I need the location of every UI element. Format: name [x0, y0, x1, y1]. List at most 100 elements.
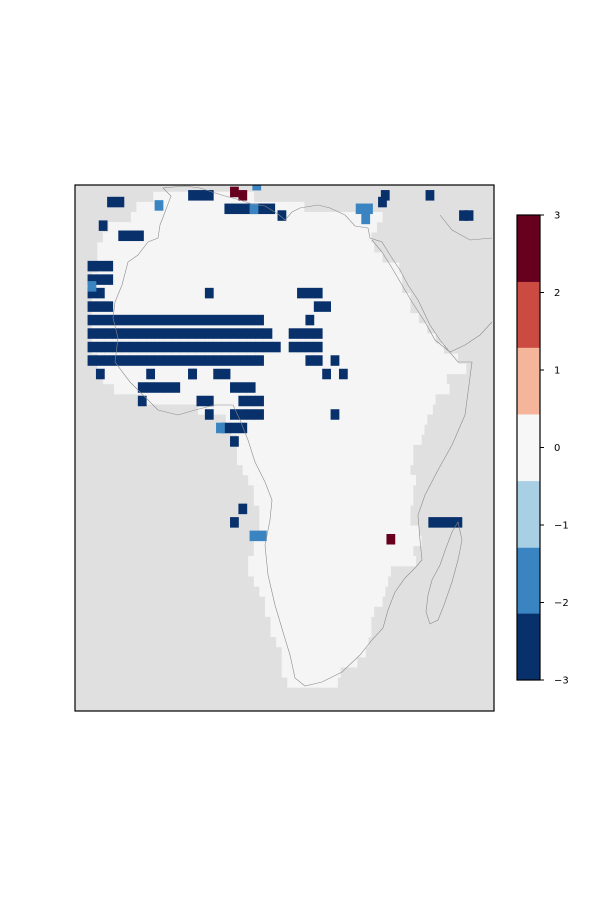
data-cell-west-sahel: [87, 314, 97, 326]
neutral-cell: [301, 464, 310, 476]
neutral-cell: [385, 323, 394, 334]
neutral-cell: [270, 616, 280, 628]
neutral-cell: [304, 616, 313, 628]
neutral-cell: [357, 555, 366, 567]
neutral-cell: [178, 373, 188, 385]
neutral-cell: [362, 232, 372, 243]
neutral-cell: [410, 525, 419, 536]
neutral-cell: [373, 383, 383, 395]
data-cell-north-africa-coast: [135, 230, 144, 242]
neutral-cell: [225, 303, 235, 314]
neutral-cell: [340, 606, 350, 617]
neutral-cell: [175, 282, 185, 294]
neutral-cell: [223, 383, 232, 395]
data-cell-sahel-belt: [196, 355, 206, 366]
data-cell-sahara-mid: [204, 287, 214, 299]
neutral-cell: [301, 525, 310, 536]
data-cell-sahel-belt: [230, 355, 239, 366]
neutral-cell: [323, 657, 333, 668]
neutral-cell: [130, 262, 140, 273]
neutral-cell: [343, 313, 352, 324]
neutral-cell: [331, 262, 341, 273]
neutral-cell: [359, 525, 369, 536]
neutral-cell: [376, 414, 386, 425]
data-cell-sahel-belt: [238, 328, 248, 339]
neutral-cell: [399, 404, 408, 415]
neutral-cell: [156, 211, 165, 223]
neutral-cell: [267, 282, 277, 294]
neutral-cell: [181, 252, 190, 263]
neutral-cell: [354, 373, 364, 385]
neutral-cell: [186, 232, 196, 243]
neutral-cell: [264, 474, 274, 486]
neutral-cell: [183, 282, 193, 294]
data-cell-sahel-belt: [121, 328, 130, 339]
neutral-cell: [223, 262, 232, 273]
neutral-cell: [245, 191, 255, 203]
neutral-cell: [390, 404, 400, 415]
neutral-cell: [281, 424, 291, 435]
data-cell-sahel-belt: [213, 355, 223, 366]
neutral-cell: [396, 535, 405, 547]
neutral-cell: [387, 373, 397, 385]
neutral-cell: [259, 505, 269, 516]
neutral-cell: [264, 242, 274, 253]
neutral-cell: [404, 495, 414, 506]
neutral-cell: [156, 363, 165, 375]
neutral-cell: [267, 303, 277, 314]
neutral-cell: [385, 282, 394, 294]
colorbar-tick-label: −2: [554, 598, 569, 609]
data-cell-east-sahel: [305, 355, 315, 366]
neutral-cell: [262, 495, 271, 506]
neutral-cell: [348, 383, 358, 395]
neutral-cell: [399, 353, 408, 365]
neutral-cell: [304, 545, 313, 557]
neutral-cell: [156, 252, 165, 263]
neutral-cell: [312, 232, 322, 243]
data-cell-southern-africa: [445, 517, 454, 528]
neutral-cell: [382, 383, 391, 395]
neutral-cell: [362, 535, 372, 547]
neutral-cell: [340, 657, 350, 668]
neutral-cell: [340, 555, 350, 567]
neutral-cell: [169, 191, 179, 203]
data-cell-east-sahel: [297, 328, 306, 339]
colorbar-segments: [517, 215, 540, 681]
neutral-cell: [390, 383, 400, 395]
data-cell-sahel-belt: [104, 355, 114, 366]
neutral-cell: [276, 222, 285, 233]
data-cell-guinea-coast: [137, 395, 147, 407]
neutral-cell: [301, 586, 310, 597]
neutral-cell: [245, 373, 255, 385]
neutral-cell: [357, 242, 366, 253]
data-cell-sahara-mid: [213, 368, 223, 380]
neutral-cell: [401, 505, 411, 516]
neutral-cell: [281, 252, 291, 263]
neutral-cell: [217, 303, 227, 314]
neutral-cell: [256, 566, 266, 577]
data-cell-sahel-belt: [221, 355, 231, 366]
neutral-cell: [368, 292, 377, 304]
neutral-cell: [329, 677, 338, 688]
data-cell-north-africa-coast: [118, 230, 128, 242]
neutral-cell: [396, 434, 405, 445]
data-cell-north-africa-coast: [464, 210, 474, 221]
neutral-cell: [343, 292, 352, 304]
neutral-cell: [399, 474, 408, 486]
neutral-cell: [371, 434, 380, 445]
neutral-cell: [354, 434, 364, 445]
neutral-cell: [259, 282, 269, 294]
data-cell-north-africa-coast: [232, 203, 242, 215]
data-cell-west-sahel: [129, 314, 139, 326]
neutral-cell: [253, 495, 263, 506]
neutral-cell: [256, 424, 266, 435]
neutral-cell: [326, 282, 336, 294]
neutral-cell: [273, 262, 283, 273]
neutral-cell: [287, 434, 296, 445]
neutral-cell: [357, 566, 366, 577]
neutral-cell: [270, 373, 280, 385]
neutral-cell: [183, 394, 193, 405]
neutral-cell: [259, 222, 269, 233]
neutral-cell: [351, 292, 361, 304]
data-cell-sahel-belt: [137, 355, 147, 366]
